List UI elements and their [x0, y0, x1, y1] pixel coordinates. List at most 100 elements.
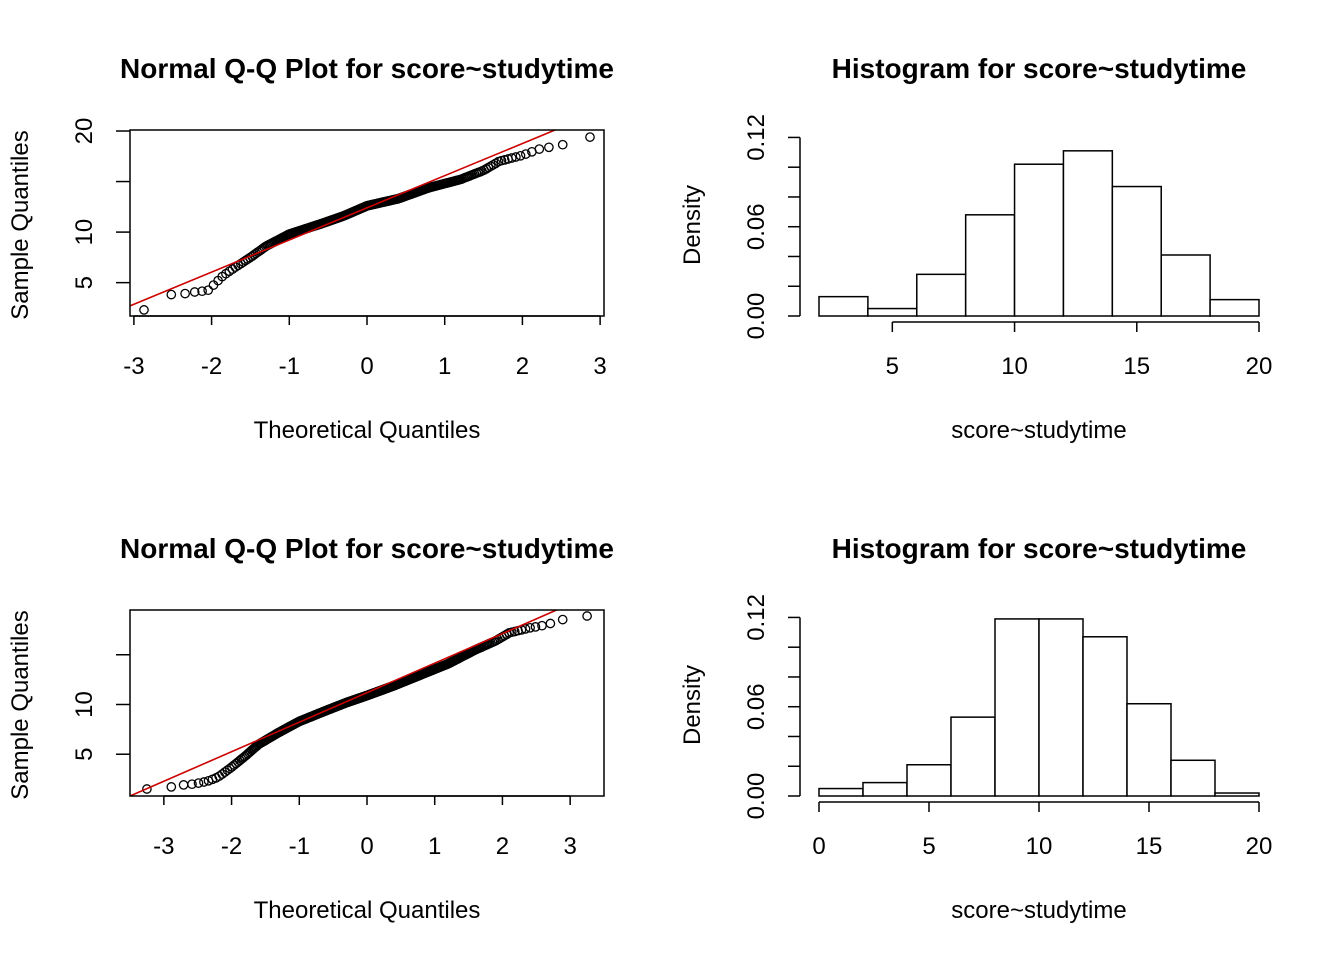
y-tick-label: 5: [71, 748, 98, 761]
plot-title: Histogram for score~studytime: [832, 533, 1247, 564]
qq-point: [557, 139, 568, 150]
histogram-bar: [916, 273, 967, 317]
reference-line: [129, 129, 556, 307]
qq-point: [187, 779, 197, 790]
qq-point: [506, 153, 517, 163]
data-marks: [818, 150, 1260, 317]
x-tick-label: 15: [1123, 353, 1150, 380]
histogram-bar: [867, 307, 918, 317]
histogram-bar: [818, 295, 869, 317]
reference-line: [129, 609, 557, 797]
x-axis-label: Theoretical Quantiles: [254, 897, 481, 924]
plot-title: Normal Q-Q Plot for score~studytime: [120, 53, 614, 84]
qq-point: [557, 614, 568, 625]
histogram-bottom: Histogram for score~studytime score~stud…: [679, 533, 1272, 924]
histogram-bar: [1170, 759, 1216, 797]
x-tick-label: 0: [360, 833, 373, 860]
y-axis-label: Sample Quantiles: [7, 610, 34, 799]
y-tick-label: 0.00: [743, 773, 770, 820]
histogram-bar: [818, 787, 864, 797]
qq-plot-top: Normal Q-Q Plot for score~studytime Theo…: [7, 53, 614, 444]
x-tick-label: -1: [289, 833, 310, 860]
qq-point: [488, 159, 499, 170]
qq-point: [511, 152, 521, 162]
x-tick-label: 10: [1026, 833, 1053, 860]
x-tick-label: 0: [360, 353, 373, 380]
histogram-bar: [1126, 702, 1172, 797]
x-tick-label: -3: [123, 353, 144, 380]
y-tick-label: 0.06: [743, 683, 770, 730]
qq-point: [139, 305, 149, 315]
histogram-bar: [1038, 618, 1084, 797]
y-axis-label: Sample Quantiles: [7, 130, 34, 319]
qq-point: [515, 150, 526, 161]
histogram-bar: [994, 618, 1040, 797]
histogram-bar: [1160, 254, 1211, 317]
qq-point: [525, 622, 535, 633]
x-axis-label: score~studytime: [951, 897, 1126, 924]
x-tick-label: 3: [593, 353, 606, 380]
qq-point: [199, 777, 209, 787]
qq-point: [166, 289, 177, 300]
x-tick-label: 20: [1246, 833, 1273, 860]
x-tick-label: 5: [886, 353, 899, 380]
histogram-bar: [1111, 185, 1162, 317]
y-axis-label: Density: [679, 665, 706, 745]
x-tick-label: -2: [221, 833, 242, 860]
y-tick-label: 10: [71, 219, 98, 246]
qq-point: [534, 144, 545, 154]
x-tick-label: 2: [516, 353, 529, 380]
x-tick-label: -3: [153, 833, 174, 860]
qq-point: [530, 622, 541, 632]
x-tick-label: 10: [1001, 353, 1028, 380]
qq-point: [499, 630, 510, 641]
histogram-bar: [1062, 150, 1114, 317]
histogram-bar: [964, 214, 1016, 317]
y-axis-label: Density: [679, 185, 706, 265]
histogram-bar: [950, 716, 996, 797]
histogram-top: Histogram for score~studytime score~stud…: [679, 53, 1272, 444]
axis-ticks: 5 10 15 20 0.00 0.06 0.12: [743, 114, 1272, 380]
qq-point: [189, 287, 200, 297]
qq-point: [142, 784, 152, 794]
y-tick-label: 10: [71, 691, 98, 718]
histogram-bar: [1082, 636, 1128, 797]
y-tick-label: 0.00: [743, 293, 770, 340]
qq-point: [545, 618, 556, 629]
axis-ticks: -3 -2 -1 0 1 2 3 5 10: [71, 654, 577, 860]
x-tick-label: 1: [438, 353, 451, 380]
x-axis-label: Theoretical Quantiles: [254, 417, 481, 444]
qq-point: [193, 778, 204, 788]
y-tick-label: 5: [71, 276, 98, 289]
data-marks: [129, 609, 592, 797]
qq-point: [520, 149, 531, 159]
qq-point: [485, 161, 496, 172]
x-tick-label: 2: [496, 833, 509, 860]
qq-point: [197, 286, 207, 297]
plot-frame: [129, 129, 605, 317]
data-marks: [129, 129, 595, 315]
histogram-bar: [1214, 792, 1260, 797]
qq-point: [166, 782, 177, 792]
histogram-bar: [862, 781, 908, 797]
qq-plot-bottom: Normal Q-Q Plot for score~studytime Theo…: [7, 533, 614, 924]
y-tick-label: 0.12: [743, 114, 770, 161]
histogram-bar: [906, 764, 952, 797]
y-tick-label: 20: [71, 118, 98, 145]
data-marks: [818, 618, 1260, 797]
x-axis-label: score~studytime: [951, 417, 1126, 444]
qq-point: [178, 780, 189, 790]
x-tick-label: 5: [922, 833, 935, 860]
plot-frame: [129, 609, 605, 797]
qq-point: [203, 285, 214, 296]
qq-point: [520, 624, 531, 634]
y-tick-label: 0.12: [743, 594, 770, 641]
qq-point: [483, 162, 494, 173]
axis-ticks: 0 5 10 15 20 0.00 0.06 0.12: [743, 594, 1272, 860]
x-tick-label: -1: [279, 353, 300, 380]
histogram-bar: [1013, 163, 1065, 317]
x-tick-label: 3: [563, 833, 576, 860]
qq-point: [582, 611, 592, 621]
x-tick-label: 20: [1246, 353, 1273, 380]
